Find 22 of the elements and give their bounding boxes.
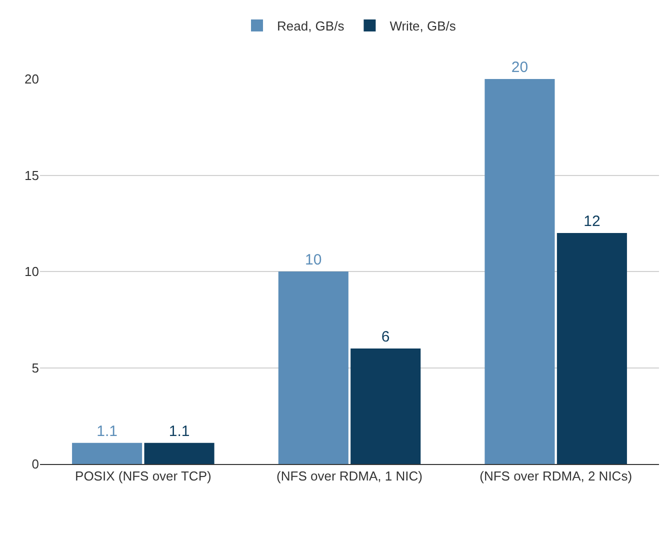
y-tick-label: 15 — [24, 168, 39, 183]
bar — [350, 348, 421, 464]
x-tick-label: POSIX (NFS over TCP) — [75, 468, 212, 484]
data-label: 1.1 — [96, 422, 118, 440]
legend-label: Write, GB/s — [390, 18, 456, 34]
y-tick-label: 0 — [32, 456, 39, 472]
bar — [144, 442, 214, 464]
bar — [556, 233, 627, 464]
data-label: 10 — [305, 252, 322, 268]
data-label: 20 — [511, 59, 528, 76]
data-label: 1.1 — [168, 422, 190, 440]
data-label: 12 — [584, 213, 600, 230]
bar — [72, 442, 142, 464]
y-tick-label: 5 — [32, 360, 39, 376]
y-tick-label: 20 — [24, 72, 39, 87]
legend-label: Read, GB/s — [277, 18, 345, 34]
x-tick-label: (NFS over RDMA, 1 NIC) — [276, 468, 422, 484]
bar — [278, 272, 348, 464]
x-tick-label: (NFS over RDMA, 2 NICs) — [480, 468, 632, 484]
bar — [484, 79, 555, 464]
data-label: 6 — [381, 328, 390, 346]
y-tick-label: 10 — [24, 264, 39, 280]
